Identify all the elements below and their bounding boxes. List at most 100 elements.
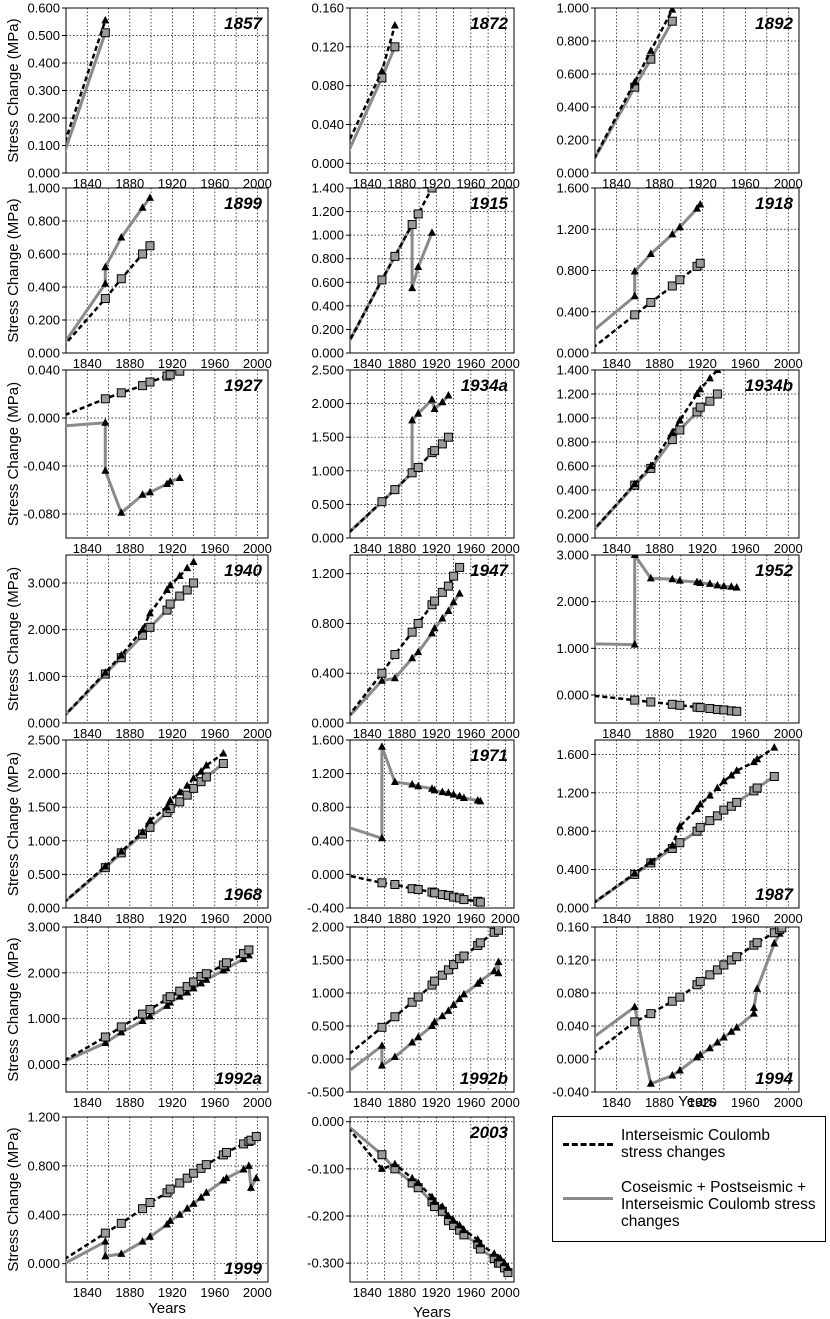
- data-point-triangle: [252, 1173, 261, 1182]
- data-point-triangle: [377, 1164, 386, 1172]
- data-point-square: [646, 1009, 656, 1019]
- data-point-triangle: [101, 466, 110, 474]
- panel-title: 1987: [755, 885, 794, 904]
- data-point-triangle: [138, 625, 147, 633]
- chart-panel-1994: 1840 1880 1920 1960 2000 -0.040 0.000 0.040 0.08…: [552, 920, 803, 1111]
- y-tick-label: 0.400: [556, 100, 589, 115]
- data-point-square: [138, 1204, 148, 1214]
- data-point-square: [769, 771, 779, 781]
- x-tick-label: 2000: [243, 541, 272, 556]
- x-tick-label: 2000: [774, 541, 803, 556]
- x-tick-label: 1840: [353, 911, 382, 926]
- data-point-triangle: [183, 1204, 192, 1212]
- panel-title: 1940: [224, 561, 262, 580]
- series-line-combined: [66, 421, 181, 516]
- series-combined: [66, 28, 110, 153]
- y-tick-label: 0.400: [27, 1207, 60, 1222]
- data-point-triangle: [239, 954, 248, 963]
- data-point-square: [407, 997, 417, 1007]
- series-line-combined: [595, 555, 737, 647]
- data-point-square: [732, 797, 742, 807]
- y-tick-label: 1.600: [556, 181, 589, 196]
- chart-panel-1934b: 1840 1880 1920 1960 2000 0.000 0.200 0.400 0.600…: [556, 363, 802, 557]
- data-point-triangle: [503, 1263, 512, 1271]
- chart-panel-1857: 1840 1880 1920 1960 2000 0.000 0.100 0.200 0.300…: [5, 1, 272, 192]
- data-point-triangle: [183, 781, 192, 789]
- series-combined: [66, 193, 154, 344]
- x-tick-label: 2000: [774, 356, 803, 371]
- x-tick-label: 2000: [774, 1095, 803, 1110]
- data-point-square: [437, 970, 447, 980]
- data-point-triangle: [183, 563, 192, 572]
- series-combined: [350, 42, 400, 152]
- data-point-triangle: [449, 790, 458, 798]
- data-point-triangle: [449, 597, 458, 606]
- data-point-triangle: [705, 791, 714, 799]
- y-tick-label: 0.000: [556, 1052, 589, 1067]
- y-axis-title: Stress Change (MPa): [5, 382, 22, 526]
- y-tick-label: 1.200: [556, 222, 589, 237]
- plot-frame: [65, 739, 269, 909]
- y-tick-label: 0.500: [311, 497, 344, 512]
- data-point-triangle: [675, 222, 684, 231]
- data-point-triangle: [630, 868, 639, 877]
- data-point-square: [732, 952, 742, 962]
- data-point-triangle: [408, 653, 417, 662]
- panel-title: 1915: [470, 194, 508, 213]
- data-point-triangle: [713, 580, 722, 589]
- plot-frame: [349, 369, 515, 539]
- data-point-square: [175, 797, 185, 807]
- data-point-triangle: [696, 1050, 705, 1058]
- panel-title: 1952: [755, 561, 793, 580]
- y-tick-label: 3.000: [27, 920, 60, 935]
- data-point-square: [449, 571, 459, 581]
- y-axis-title: Stress Change (MPa): [5, 567, 22, 711]
- y-tick-label: 0.600: [27, 1, 60, 16]
- x-tick-label: 1880: [645, 176, 674, 191]
- data-point-square: [712, 965, 722, 975]
- y-tick-label: 0.800: [311, 616, 344, 631]
- x-tick-label: 1960: [200, 176, 229, 191]
- data-point-square: [175, 591, 185, 601]
- data-point-square: [719, 960, 729, 970]
- data-point-square: [145, 1198, 155, 1208]
- data-point-square: [244, 945, 254, 955]
- data-point-triangle: [693, 389, 701, 397]
- data-point-square: [390, 485, 400, 495]
- data-point-triangle: [430, 623, 439, 632]
- x-tick-label: 2000: [243, 1095, 272, 1110]
- data-point-triangle: [244, 1161, 253, 1169]
- y-tick-label: 0.800: [27, 214, 60, 229]
- y-tick-label: 2.000: [27, 965, 60, 980]
- data-point-triangle: [630, 1002, 639, 1011]
- data-point-triangle: [668, 427, 677, 436]
- data-point-triangle: [138, 1016, 147, 1024]
- y-tick-label: 0.120: [556, 953, 589, 968]
- x-tick-label: 2000: [491, 911, 520, 926]
- data-point-triangle: [414, 647, 423, 656]
- data-point-square: [100, 294, 110, 304]
- plot-frame: [65, 369, 269, 539]
- series-interseismic: [350, 432, 453, 534]
- y-tick-label: 0.400: [311, 666, 344, 681]
- data-point-triangle: [476, 976, 485, 985]
- data-point-square: [413, 885, 423, 895]
- data-point-triangle: [675, 415, 684, 424]
- data-point-square: [630, 695, 640, 705]
- data-point-square: [667, 16, 677, 26]
- data-point-triangle: [490, 966, 499, 975]
- data-point-triangle: [166, 580, 175, 589]
- y-tick-label: 0.500: [27, 28, 60, 43]
- data-point-triangle: [444, 1211, 453, 1219]
- data-point-square: [407, 220, 417, 230]
- data-point-square: [175, 986, 185, 996]
- x-tick-label: 2000: [491, 541, 520, 556]
- data-point-triangle: [727, 771, 736, 779]
- data-point-square: [165, 370, 175, 380]
- data-point-triangle: [693, 204, 701, 212]
- y-tick-label: 0.800: [556, 824, 589, 839]
- data-point-triangle: [117, 508, 126, 516]
- y-tick-label: 0.000: [311, 716, 344, 731]
- data-point-triangle: [145, 608, 154, 617]
- plot-frame: [594, 926, 800, 1093]
